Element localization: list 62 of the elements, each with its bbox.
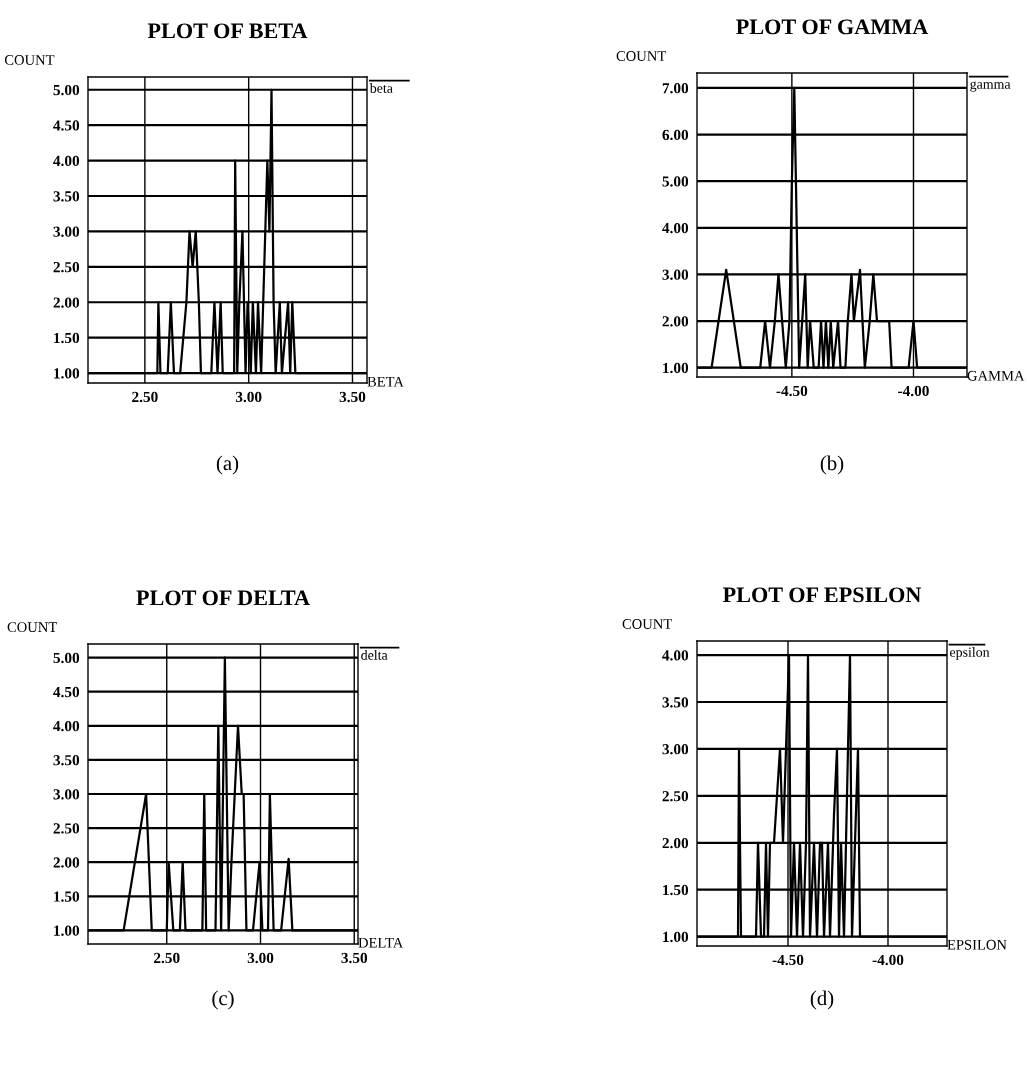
y-tick-label: 6.00 <box>662 129 689 141</box>
y-tick-label: 2.00 <box>662 316 689 327</box>
y-tick-label: 5.00 <box>53 84 80 96</box>
y-tick-label: 1.00 <box>663 362 689 374</box>
y-tick-label: 2.50 <box>662 790 689 802</box>
legend-label: delta <box>361 650 388 660</box>
x-tick-label: 3.00 <box>235 391 262 403</box>
x-axis-title: GAMMA <box>967 370 1025 381</box>
y-tick-label: 2.00 <box>53 297 80 308</box>
x-tick-label: -4.50 <box>772 954 804 966</box>
y-tick-label: 2.50 <box>53 261 80 273</box>
y-axis-title: COUNT <box>4 55 55 65</box>
y-tick-label: 4.00 <box>53 155 80 167</box>
chart-title: PLOT OF EPSILON <box>722 587 922 603</box>
y-tick-label: 4.00 <box>53 720 80 732</box>
x-axis-title: EPSILON <box>947 939 1007 950</box>
y-tick-label: 3.50 <box>53 191 80 202</box>
y-tick-label: 3.50 <box>662 697 689 708</box>
y-tick-label: 1.00 <box>54 368 80 379</box>
y-axis-title: COUNT <box>616 51 666 61</box>
text: (c) <box>212 990 234 1010</box>
y-tick-label: 2.00 <box>662 837 689 849</box>
y-tick-label: 1.00 <box>54 925 80 936</box>
y-tick-label: 2.50 <box>53 823 80 834</box>
y-tick-label: 4.00 <box>662 222 689 234</box>
y-tick-label: 4.50 <box>53 120 80 131</box>
legend-label: epsilon <box>950 647 990 660</box>
y-tick-label: 3.50 <box>53 755 80 766</box>
x-tick-label: 3.50 <box>339 391 366 403</box>
text: (b) <box>820 455 844 475</box>
y-axis-title: COUNT <box>7 622 57 633</box>
y-tick-label: 4.00 <box>662 650 689 661</box>
x-tick-label: 2.50 <box>132 391 158 403</box>
x-tick-label: 3.50 <box>341 952 368 964</box>
y-tick-label: 3.00 <box>662 269 689 280</box>
y-tick-label: 2.00 <box>53 857 80 868</box>
text: (d) <box>810 990 834 1010</box>
chart-title: PLOT OF DELTA <box>136 590 310 606</box>
y-tick-label: 3.00 <box>53 789 80 800</box>
chart-title: PLOT OF GAMMA <box>736 19 929 35</box>
x-axis-title: BETA <box>367 376 404 387</box>
y-tick-label: 5.00 <box>662 176 689 187</box>
y-axis-title: COUNT <box>622 619 672 629</box>
y-tick-label: 3.00 <box>662 744 689 755</box>
y-tick-label: 5.00 <box>53 652 80 664</box>
y-tick-label: 4.50 <box>53 686 80 698</box>
x-tick-label: 3.00 <box>247 952 274 964</box>
x-tick-label: -4.50 <box>776 385 808 397</box>
legend-label: beta <box>369 83 393 93</box>
x-tick-label: -4.00 <box>898 385 929 397</box>
text: (a) <box>216 455 239 475</box>
y-tick-label: 1.00 <box>663 931 689 943</box>
x-axis-title: DELTA <box>358 937 404 948</box>
x-tick-label: 2.50 <box>154 952 180 964</box>
y-tick-label: 1.50 <box>663 884 689 896</box>
y-tick-label: 3.00 <box>53 226 80 237</box>
chart-title: PLOT OF BETA <box>147 23 308 39</box>
legend-label: gamma <box>970 81 1011 92</box>
y-tick-label: 1.50 <box>54 332 80 344</box>
y-tick-label: 1.50 <box>54 891 80 902</box>
y-tick-label: 7.00 <box>662 83 689 94</box>
x-tick-label: -4.00 <box>872 954 904 966</box>
